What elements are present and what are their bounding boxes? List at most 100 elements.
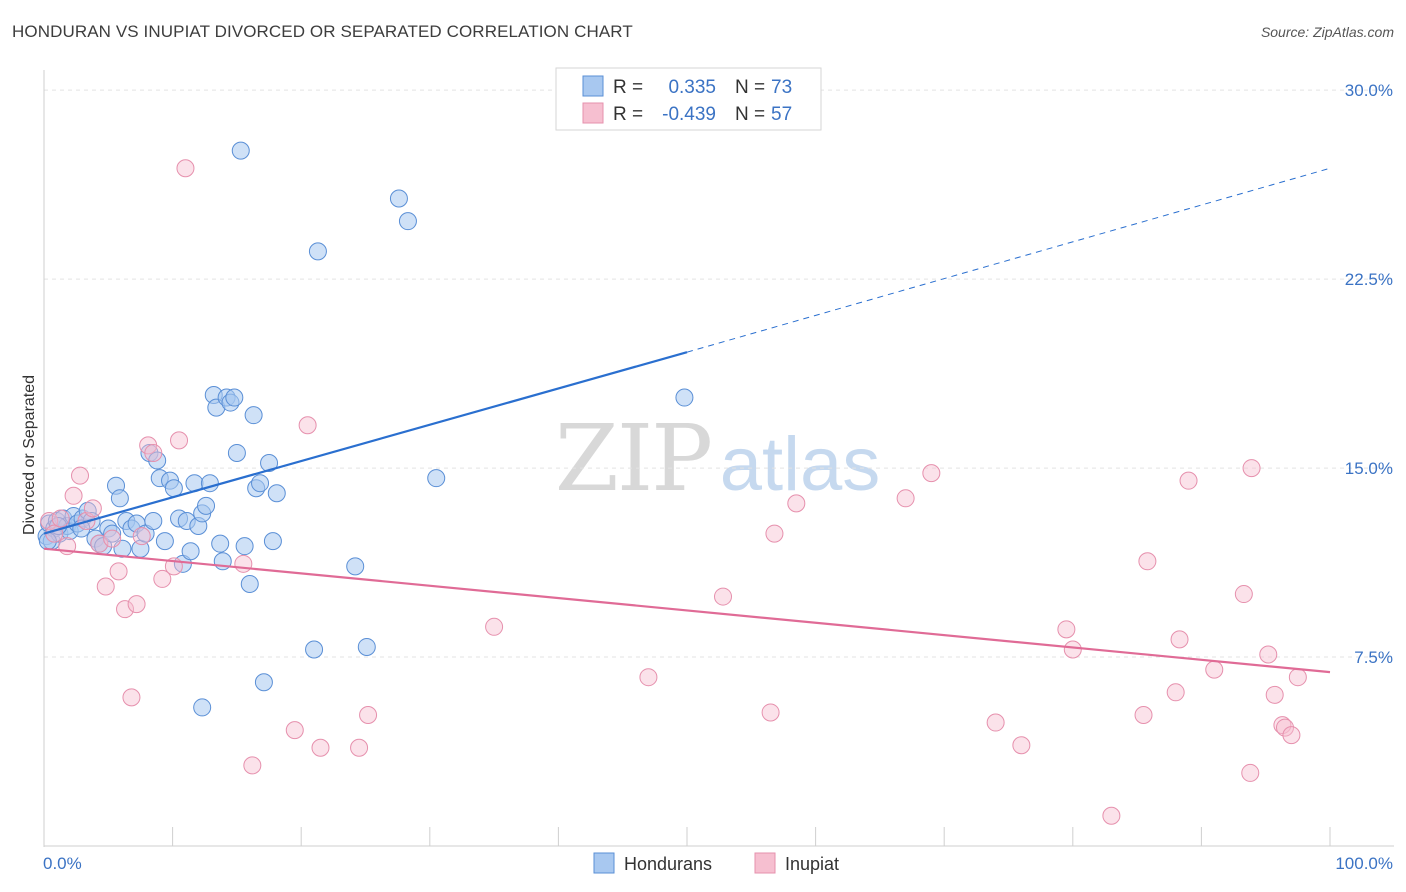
bottom-legend-label-hondurans: Hondurans [624, 854, 712, 874]
watermark: ZIP atlas [555, 405, 880, 512]
inupiat-point-50 [1242, 459, 1261, 478]
inupiat-point-5 [71, 466, 90, 485]
inupiat-point-17 [144, 443, 163, 462]
inupiat-point-4 [64, 486, 83, 505]
legend-swatch-hondurans [582, 75, 604, 97]
hondurans-trend-extension [686, 167, 1331, 353]
honduran-point-18 [103, 524, 122, 543]
inupiat-point-28 [359, 705, 378, 724]
inupiat-point-45 [1170, 630, 1189, 649]
inupiat-point-36 [922, 464, 941, 483]
inupiat-point-52 [1265, 685, 1284, 704]
honduran-point-49 [225, 388, 244, 407]
inupiat-point-11 [109, 562, 128, 581]
inupiat-point-12 [116, 600, 135, 619]
inupiat-point-49 [1241, 763, 1260, 782]
honduran-point-61 [308, 242, 327, 261]
inupiat-trend-line [43, 547, 1331, 674]
y-tick-label-3: 30.0% [1345, 81, 1393, 100]
legend-n-value-inupiat: 57 [771, 104, 792, 125]
inupiat-point-30 [639, 668, 658, 687]
watermark-atlas: atlas [720, 422, 881, 507]
x-tick-label-0: 0.0% [43, 854, 82, 873]
inupiat-point-26 [311, 738, 330, 757]
honduran-point-68 [427, 469, 446, 488]
inupiat-point-32 [761, 703, 780, 722]
source-label: Source: ZipAtlas.com [1260, 24, 1394, 40]
y-tick-label-0: 7.5% [1354, 648, 1393, 667]
inupiat-point-53 [1273, 716, 1292, 735]
honduran-point-58 [260, 454, 279, 473]
inupiat-point-34 [787, 494, 806, 513]
inupiat-point-9 [96, 577, 115, 596]
inupiat-point-38 [1012, 736, 1031, 755]
legend-swatch-inupiat [582, 102, 604, 124]
y-tick-labels: 7.5% 15.0% 22.5% 30.0% [1345, 81, 1393, 667]
honduran-point-62 [305, 640, 324, 659]
inupiat-point-44 [1166, 683, 1185, 702]
bottom-legend-swatch-inupiat [754, 852, 776, 874]
inupiat-point-10 [103, 529, 122, 548]
honduran-point-41 [197, 496, 216, 515]
inupiat-point-51 [1259, 645, 1278, 664]
honduran-point-65 [357, 637, 376, 656]
honduran-point-45 [211, 534, 230, 553]
inupiat-point-2 [51, 509, 70, 528]
honduran-point-54 [244, 406, 263, 425]
inupiat-point-14 [127, 595, 146, 614]
honduran-point-31 [155, 532, 174, 551]
honduran-point-37 [181, 542, 200, 561]
correlation-legend: R = 0.335 N = 73 R = -0.439 N = 57 [555, 67, 822, 131]
legend-n-value-hondurans: 73 [771, 77, 792, 98]
inupiat-point-27 [350, 738, 369, 757]
trend-lines [43, 167, 1331, 674]
x-tick-label-1: 100.0% [1335, 854, 1393, 873]
hondurans-trend-line [43, 351, 688, 535]
inupiat-point-46 [1179, 471, 1198, 490]
chart-title: HONDURAN VS INUPIAT DIVORCED OR SEPARATE… [12, 22, 633, 41]
honduran-point-28 [144, 511, 163, 530]
inupiat-point-20 [170, 431, 189, 450]
honduran-point-20 [110, 489, 129, 508]
inupiat-point-18 [153, 569, 172, 588]
inupiat-point-1 [45, 524, 64, 543]
inupiat-point-43 [1138, 552, 1157, 571]
honduran-point-63 [193, 698, 212, 717]
honduran-point-59 [263, 532, 282, 551]
honduran-point-64 [346, 557, 365, 576]
honduran-point-51 [231, 141, 250, 160]
bottom-legend-swatch-hondurans [593, 852, 615, 874]
inupiat-point-55 [1282, 726, 1301, 745]
legend-r-value-hondurans: 0.335 [668, 77, 716, 98]
series-legend: Hondurans Inupiat [593, 852, 839, 874]
honduran-point-53 [240, 574, 259, 593]
inupiat-point-37 [986, 713, 1005, 732]
legend-n-label-inupiat: N = [735, 104, 765, 125]
legend-r-value-inupiat: -0.439 [662, 104, 716, 125]
inupiat-point-24 [285, 721, 304, 740]
legend-r-label-hondurans: R = [613, 77, 643, 98]
honduran-point-57 [254, 673, 273, 692]
inupiat-point-7 [83, 499, 102, 518]
y-axis-label: Divorced or Separated [21, 375, 38, 535]
inupiat-point-33 [765, 524, 784, 543]
honduran-point-69 [675, 388, 694, 407]
inupiat-point-23 [243, 756, 262, 775]
watermark-zip: ZIP [555, 405, 711, 512]
honduran-point-66 [389, 189, 408, 208]
legend-r-label-inupiat: R = [613, 104, 643, 125]
inupiat-point-47 [1205, 660, 1224, 679]
inupiat-point-25 [298, 416, 317, 435]
inupiat-point-21 [176, 159, 195, 178]
inupiat-point-22 [234, 554, 253, 573]
honduran-point-50 [227, 443, 246, 462]
x-ticks [172, 827, 1331, 846]
inupiat-point-41 [1102, 806, 1121, 825]
honduran-point-56 [251, 474, 270, 493]
inupiat-point-13 [122, 688, 141, 707]
honduran-point-52 [235, 537, 254, 556]
inupiat-point-56 [1288, 668, 1307, 687]
inupiat-point-54 [1275, 718, 1294, 737]
bottom-legend-label-inupiat: Inupiat [785, 854, 839, 874]
x-tick-labels: 0.0% 100.0% [43, 854, 1393, 873]
